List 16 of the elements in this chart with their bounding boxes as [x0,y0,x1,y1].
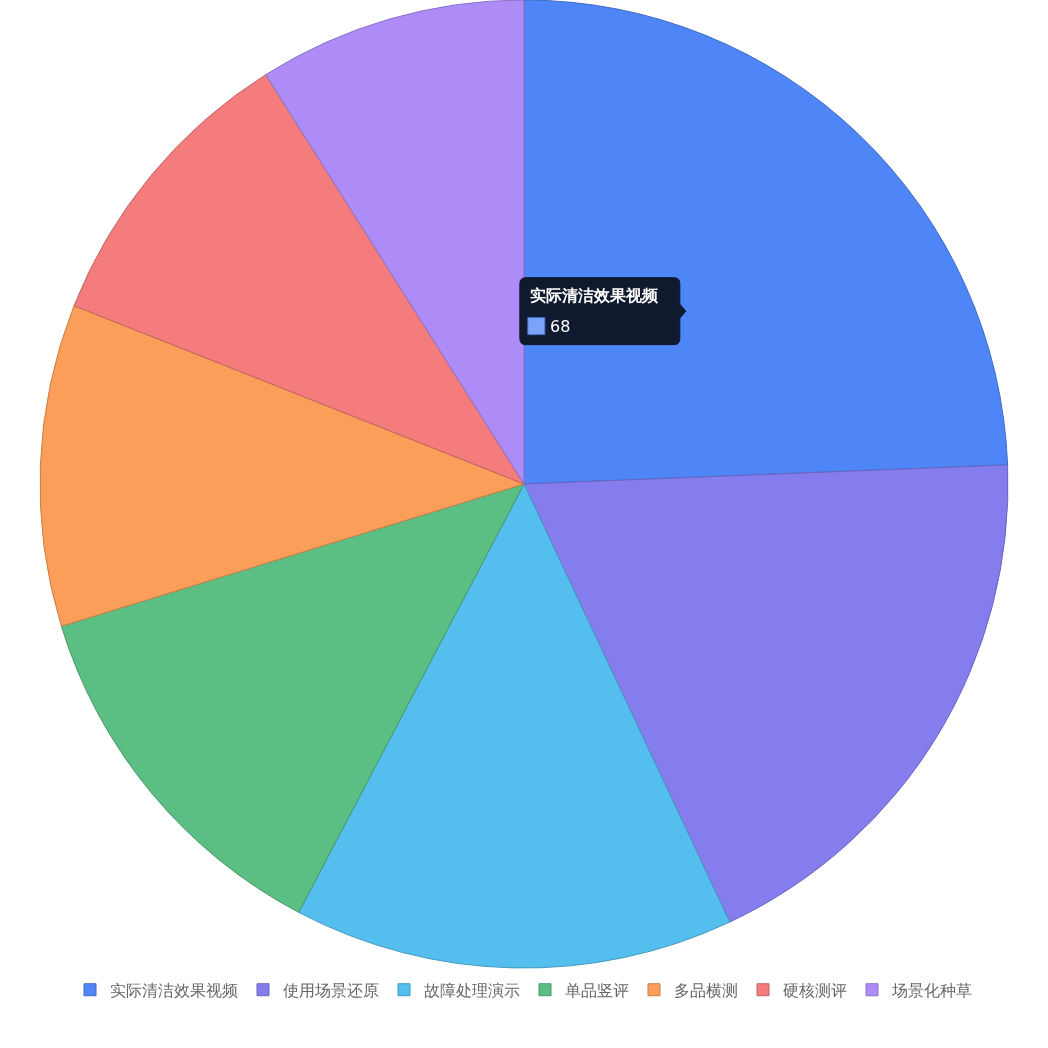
legend-label: 场景化种草 [891,980,972,1000]
pie-slice [60,483,525,913]
pie-slice [73,74,525,485]
slice-label: 实际清洁效果视频 [530,286,659,305]
pie-slice [265,0,525,485]
legend-label: 故障处理演示 [424,980,520,1000]
legend-label: 硬核测评 [783,980,847,1000]
data-label: 68 [550,317,571,336]
legend-label: 实际清洁效果视频 [110,980,238,1000]
pie-slice [523,0,1009,485]
pie-slice [298,483,731,969]
pie-slice [39,305,525,627]
legend-label: 使用场景还原 [283,980,379,1000]
legend-label: 多品横测 [674,980,738,1000]
legend-label: 单品竖评 [565,980,629,1000]
pie-slice [523,464,1009,923]
